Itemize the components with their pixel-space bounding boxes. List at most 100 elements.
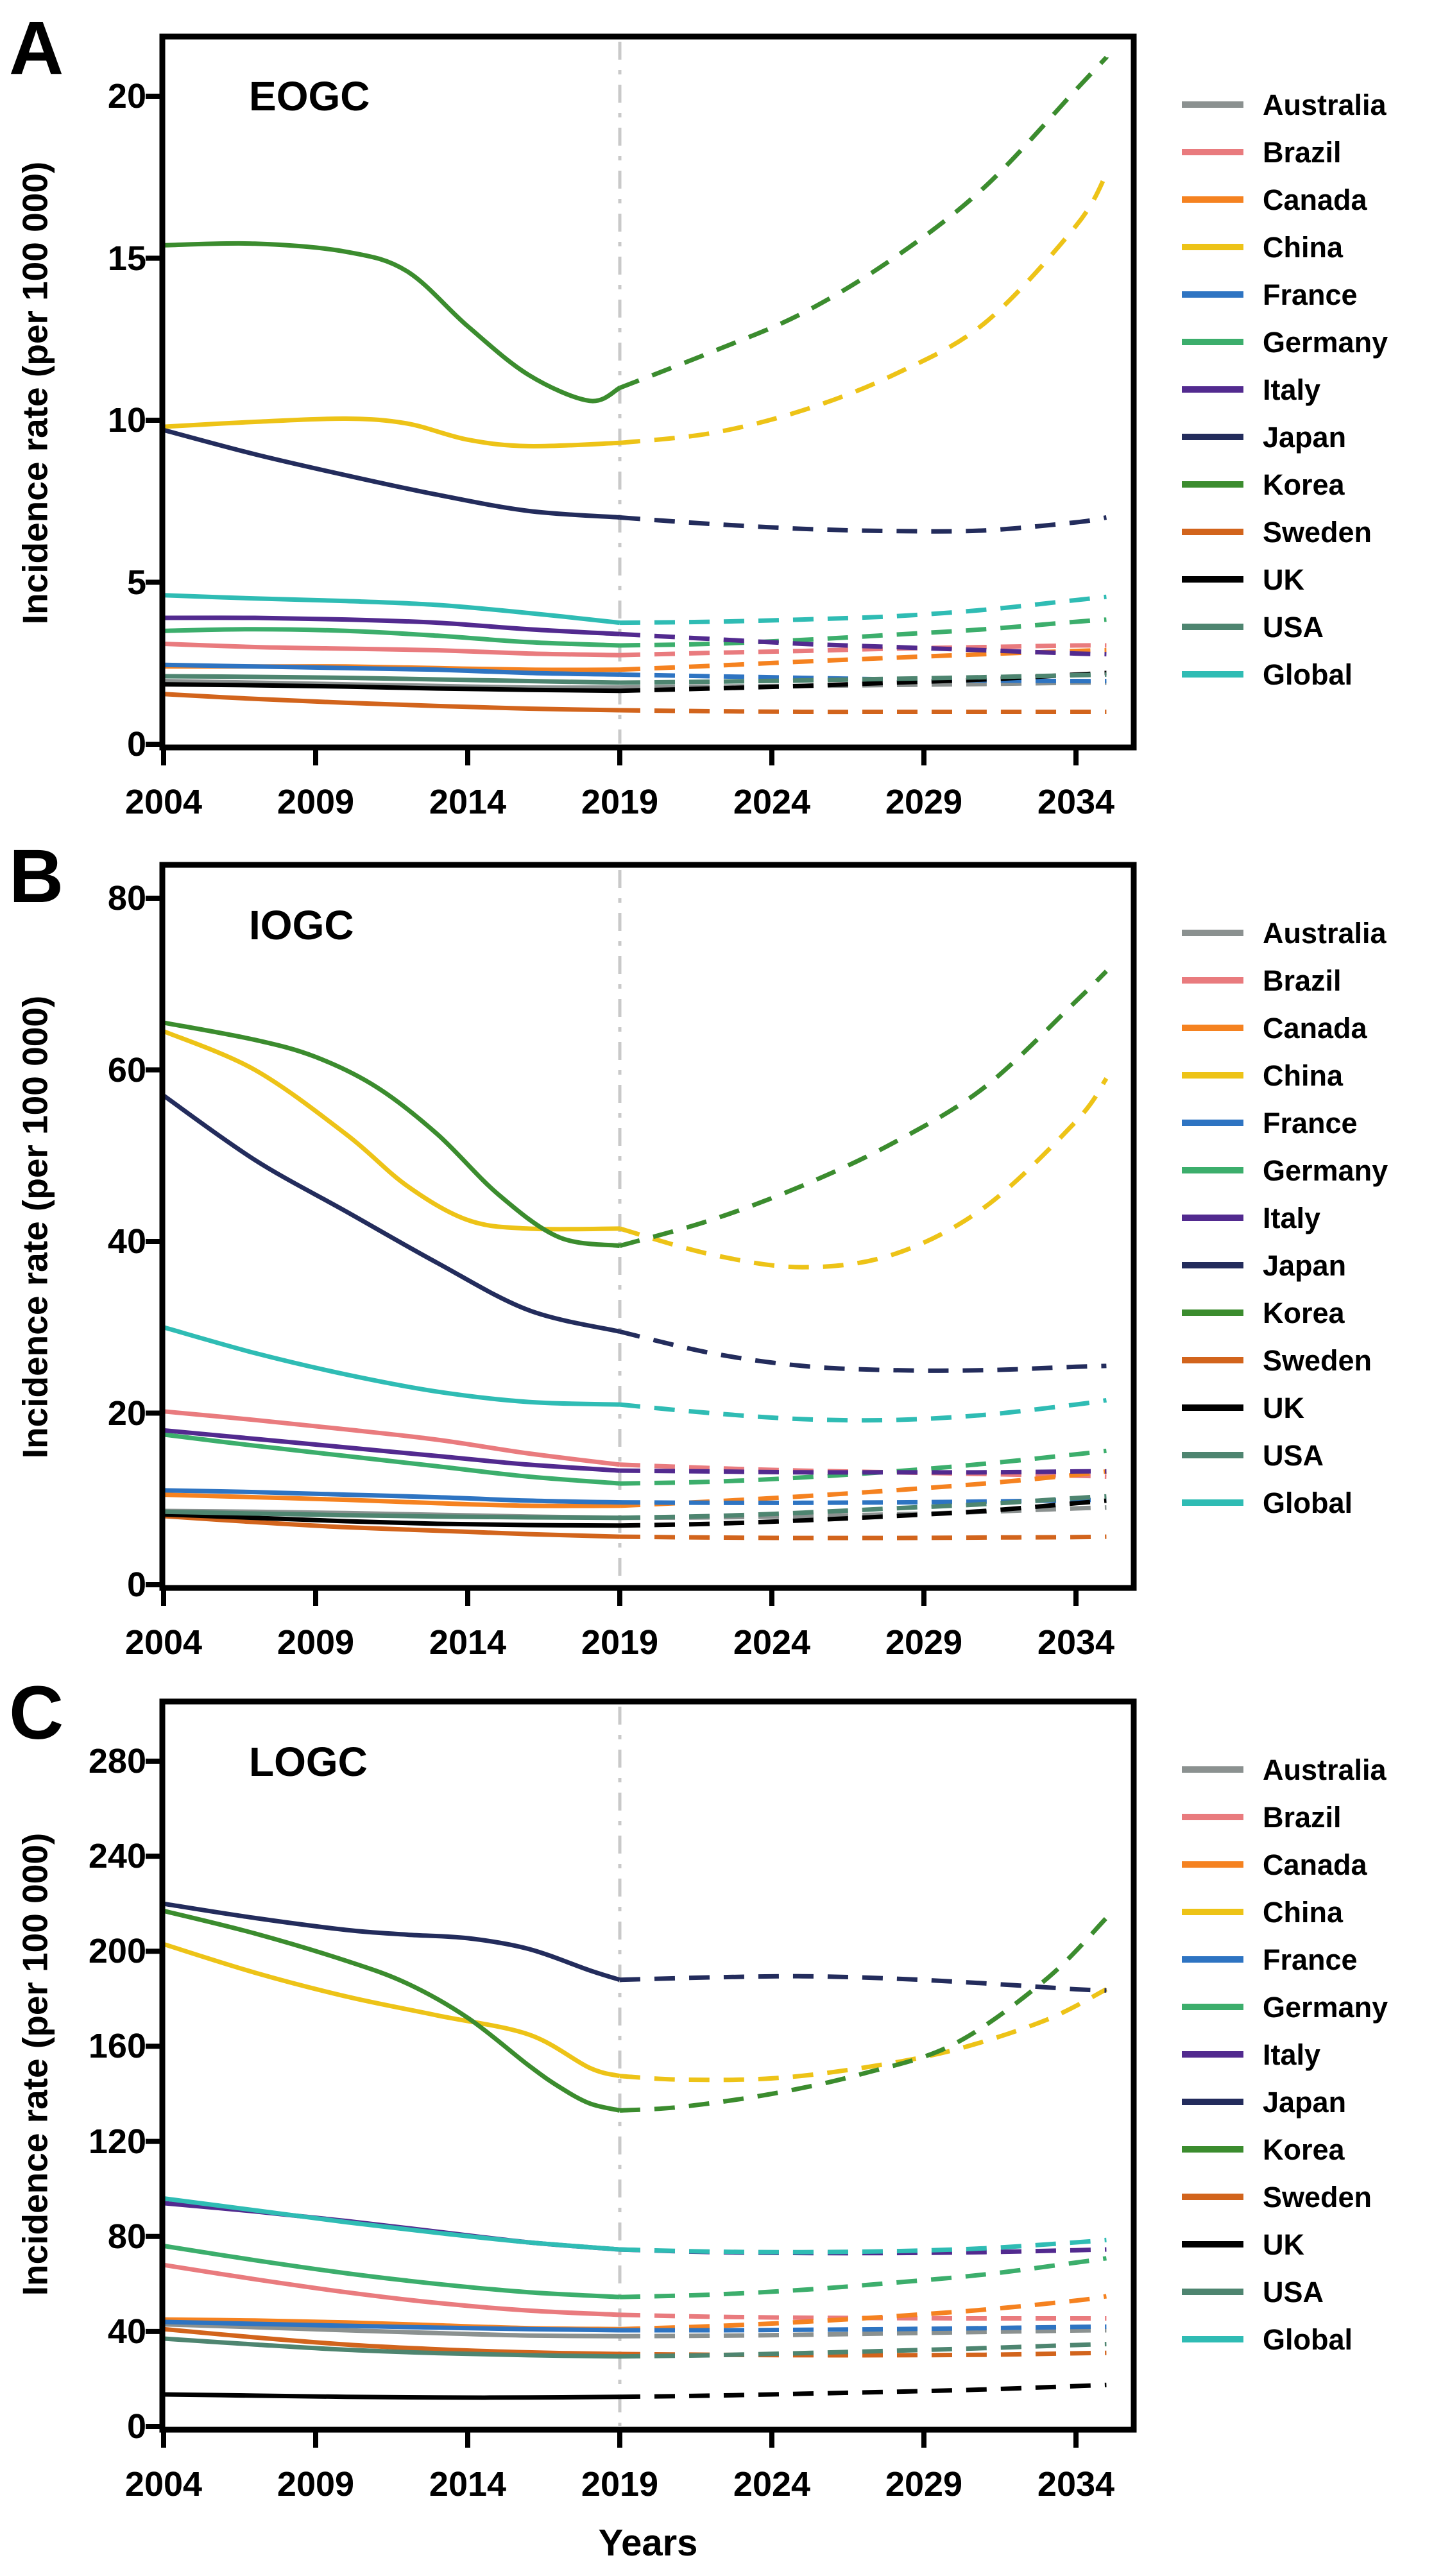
series-observed-global-A bbox=[163, 593, 620, 626]
panel-a-title: EOGC bbox=[249, 73, 370, 119]
legend-swatch-canada bbox=[1182, 1025, 1243, 1031]
series-projected-china-B bbox=[619, 1077, 1109, 1270]
legend-item-uk-A: UK bbox=[1182, 556, 1432, 603]
x-tick-label-B-2024: 2024 bbox=[733, 1623, 811, 1662]
panel-a-legend: Australia Brazil Canada China France Germany I… bbox=[1182, 81, 1432, 698]
legend-item-italy-C: Italy bbox=[1182, 2031, 1432, 2078]
legend-item-uk-B: UK bbox=[1182, 1384, 1432, 1431]
panel-b-legend: Australia Brazil Canada China France Germany I… bbox=[1182, 909, 1432, 1526]
legend-item-japan-A: Japan bbox=[1182, 413, 1432, 461]
legend-label-australia: Australia bbox=[1263, 1753, 1387, 1786]
series-projected-china-A bbox=[619, 173, 1109, 445]
legend-label-brazil: Brazil bbox=[1263, 964, 1342, 997]
legend-item-brazil-A: Brazil bbox=[1182, 128, 1432, 176]
legend-item-china-C: China bbox=[1182, 1888, 1432, 1936]
series-observed-usa-A bbox=[163, 674, 620, 685]
series-observed-sweden-C bbox=[163, 2326, 620, 2357]
y-tick-label-A-0: 0 bbox=[126, 725, 146, 763]
x-axis-label: Years bbox=[598, 2522, 698, 2564]
legend-label-france: France bbox=[1263, 1106, 1358, 1139]
legend-item-australia-A: Australia bbox=[1182, 81, 1432, 128]
series-observed-korea-B bbox=[163, 1020, 620, 1249]
series-observed-china-B bbox=[162, 1029, 620, 1232]
legend-label-uk: UK bbox=[1263, 1391, 1304, 1424]
legend-label-usa: USA bbox=[1263, 610, 1324, 644]
legend-swatch-china bbox=[1182, 1909, 1243, 1915]
series-observed-usa-B bbox=[163, 1509, 620, 1521]
legend-label-italy: Italy bbox=[1263, 1201, 1321, 1234]
x-tick-label-B-2029: 2029 bbox=[885, 1623, 963, 1662]
panel-b-title: IOGC bbox=[249, 902, 354, 948]
legend-item-global-C: Global bbox=[1182, 2316, 1432, 2363]
legend-swatch-japan bbox=[1182, 1262, 1243, 1268]
legend-swatch-japan bbox=[1182, 434, 1243, 440]
y-tick-label-B-60: 60 bbox=[107, 1050, 146, 1089]
legend-swatch-usa bbox=[1182, 624, 1243, 630]
plot-box-B bbox=[159, 862, 1137, 1591]
x-tick-label-A-2004: 2004 bbox=[124, 783, 203, 821]
series-projected-japan-C bbox=[619, 1974, 1107, 1993]
x-tick-label-B-2034: 2034 bbox=[1037, 1623, 1115, 1662]
legend-item-global-B: Global bbox=[1182, 1479, 1432, 1526]
legend-item-japan-C: Japan bbox=[1182, 2078, 1432, 2126]
legend-item-usa-C: USA bbox=[1182, 2268, 1432, 2316]
legend-swatch-australia bbox=[1182, 1766, 1243, 1773]
x-tick-label-B-2019: 2019 bbox=[581, 1623, 659, 1662]
legend-swatch-uk bbox=[1182, 2241, 1243, 2248]
series-projected-korea-A bbox=[619, 56, 1108, 390]
legend-label-usa: USA bbox=[1263, 1438, 1324, 1472]
x-tick-label-A-2019: 2019 bbox=[581, 783, 659, 821]
series-observed-brazil-A bbox=[163, 642, 620, 658]
legend-swatch-brazil bbox=[1182, 1814, 1243, 1820]
legend-swatch-australia bbox=[1182, 101, 1243, 108]
y-tick-label-C-0: 0 bbox=[126, 2407, 146, 2446]
series-observed-italy-B bbox=[163, 1428, 620, 1473]
series-projected-sweden-A bbox=[619, 708, 1107, 715]
legend-item-australia-C: Australia bbox=[1182, 1746, 1432, 1793]
series-observed-uk-B bbox=[163, 1512, 620, 1528]
legend-label-japan: Japan bbox=[1263, 1249, 1347, 1282]
series-observed-france-B bbox=[163, 1488, 620, 1505]
legend-item-germany-C: Germany bbox=[1182, 1983, 1432, 2031]
series-observed-uk-A bbox=[163, 682, 620, 694]
legend-swatch-global bbox=[1182, 2336, 1243, 2342]
series-projected-japan-A bbox=[619, 515, 1107, 534]
y-tick-label-C-80: 80 bbox=[107, 2217, 146, 2256]
legend-swatch-china bbox=[1182, 1072, 1243, 1079]
legend-label-uk: UK bbox=[1263, 2228, 1304, 2261]
legend-swatch-usa bbox=[1182, 1452, 1243, 1458]
y-tick-label-C-160: 160 bbox=[88, 2027, 146, 2066]
legend-label-italy: Italy bbox=[1263, 373, 1321, 406]
legend-item-germany-B: Germany bbox=[1182, 1147, 1432, 1194]
series-observed-japan-C bbox=[163, 1901, 621, 1983]
series-projected-germany-C bbox=[619, 2256, 1107, 2299]
panel-c-letter: C bbox=[9, 1671, 64, 1755]
legend-label-australia: Australia bbox=[1263, 88, 1387, 121]
legend-swatch-canada bbox=[1182, 196, 1243, 203]
legend-item-canada-B: Canada bbox=[1182, 1004, 1432, 1052]
legend-label-global: Global bbox=[1263, 1486, 1353, 1519]
legend-swatch-korea bbox=[1182, 481, 1243, 488]
plot-box-C bbox=[159, 1698, 1137, 2433]
legend-label-sweden: Sweden bbox=[1263, 515, 1372, 549]
series-observed-japan-B bbox=[162, 1093, 620, 1334]
legend-item-brazil-C: Brazil bbox=[1182, 1793, 1432, 1841]
series-observed-france-C bbox=[163, 2319, 620, 2333]
legend-swatch-china bbox=[1182, 244, 1243, 250]
series-projected-global-A bbox=[619, 594, 1107, 626]
legend-swatch-sweden bbox=[1182, 2194, 1243, 2200]
legend-label-italy: Italy bbox=[1263, 2038, 1321, 2071]
legend-item-usa-B: USA bbox=[1182, 1431, 1432, 1479]
series-projected-italy-B bbox=[619, 1468, 1107, 1475]
series-observed-brazil-C bbox=[163, 2262, 620, 2317]
series-projected-korea-C bbox=[619, 1916, 1108, 2113]
series-observed-japan-A bbox=[163, 427, 620, 520]
x-tick-label-C-2004: 2004 bbox=[124, 2465, 203, 2503]
series-observed-china-A bbox=[163, 416, 620, 448]
legend-swatch-italy bbox=[1182, 1215, 1243, 1221]
legend-swatch-france bbox=[1182, 1956, 1243, 1963]
legend-swatch-italy bbox=[1182, 386, 1243, 393]
panel-a-letter: A bbox=[9, 6, 64, 90]
x-tick-label-C-2029: 2029 bbox=[885, 2465, 963, 2503]
